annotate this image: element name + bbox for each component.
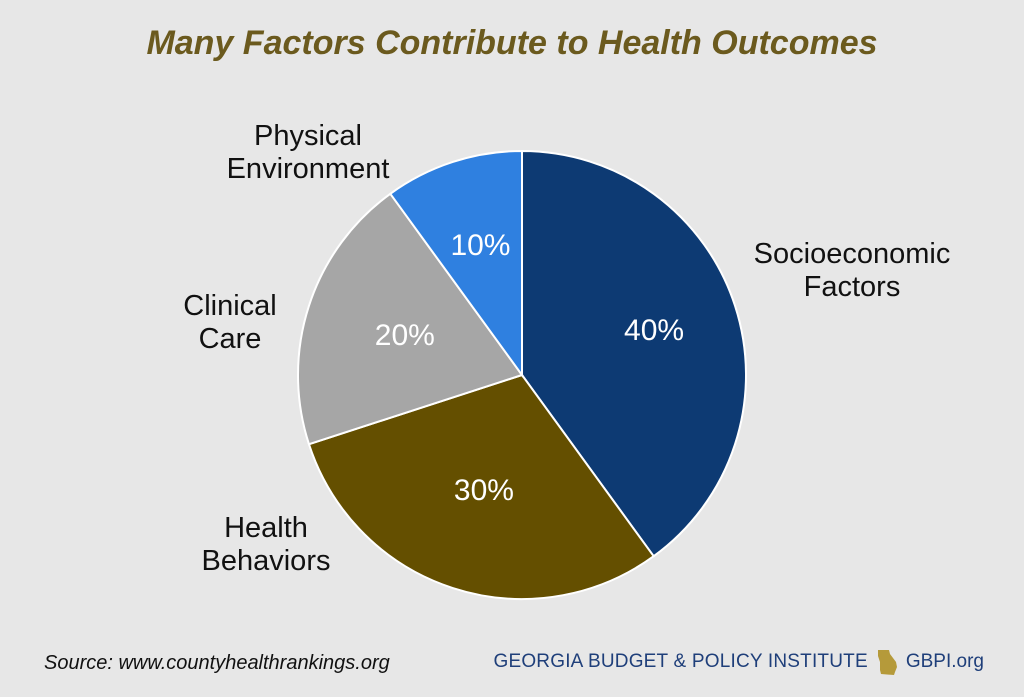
label-health-line1: Health bbox=[224, 512, 308, 544]
source-note: Source: www.countyhealthrankings.org bbox=[44, 652, 390, 674]
value-label-physical-environment: 10% bbox=[450, 229, 510, 262]
label-health-behaviors: Health Behaviors bbox=[176, 512, 356, 578]
label-socioeconomic-factors: Socioeconomic Factors bbox=[722, 238, 982, 304]
pie-slice-health-behaviors bbox=[307, 373, 656, 600]
brand-name: GEORGIA BUDGET & POLICY INSTITUTE bbox=[493, 651, 868, 672]
label-physical-line1: Physical bbox=[254, 120, 362, 152]
pie-slice-physical-environment bbox=[388, 149, 523, 379]
brand-site: GBPI.org bbox=[905, 651, 984, 672]
georgia-state-icon bbox=[877, 650, 897, 675]
label-physical-environment: Physical Environment bbox=[198, 120, 418, 186]
value-label-socioeconomic-factors: 40% bbox=[624, 314, 684, 347]
value-label-health-behaviors: 30% bbox=[454, 474, 514, 507]
chart-title: Many Factors Contribute to Health Outcom… bbox=[146, 24, 878, 62]
footer-brand: GEORGIA BUDGET & POLICY INSTITUTE GBPI.o… bbox=[493, 648, 984, 676]
label-clinical-line1: Clinical bbox=[183, 290, 277, 322]
pie-slice-clinical-care bbox=[297, 192, 524, 446]
pie-slice-socioeconomic-factors bbox=[521, 149, 747, 558]
label-socioeconomic-line1: Socioeconomic bbox=[753, 238, 951, 270]
label-clinical-care: Clinical Care bbox=[150, 290, 310, 356]
label-socioeconomic-line2: Factors bbox=[803, 271, 901, 303]
label-health-line2: Behaviors bbox=[201, 545, 331, 577]
label-clinical-line2: Care bbox=[198, 323, 262, 355]
value-label-clinical-care: 20% bbox=[375, 319, 435, 352]
label-physical-line2: Environment bbox=[226, 153, 390, 185]
